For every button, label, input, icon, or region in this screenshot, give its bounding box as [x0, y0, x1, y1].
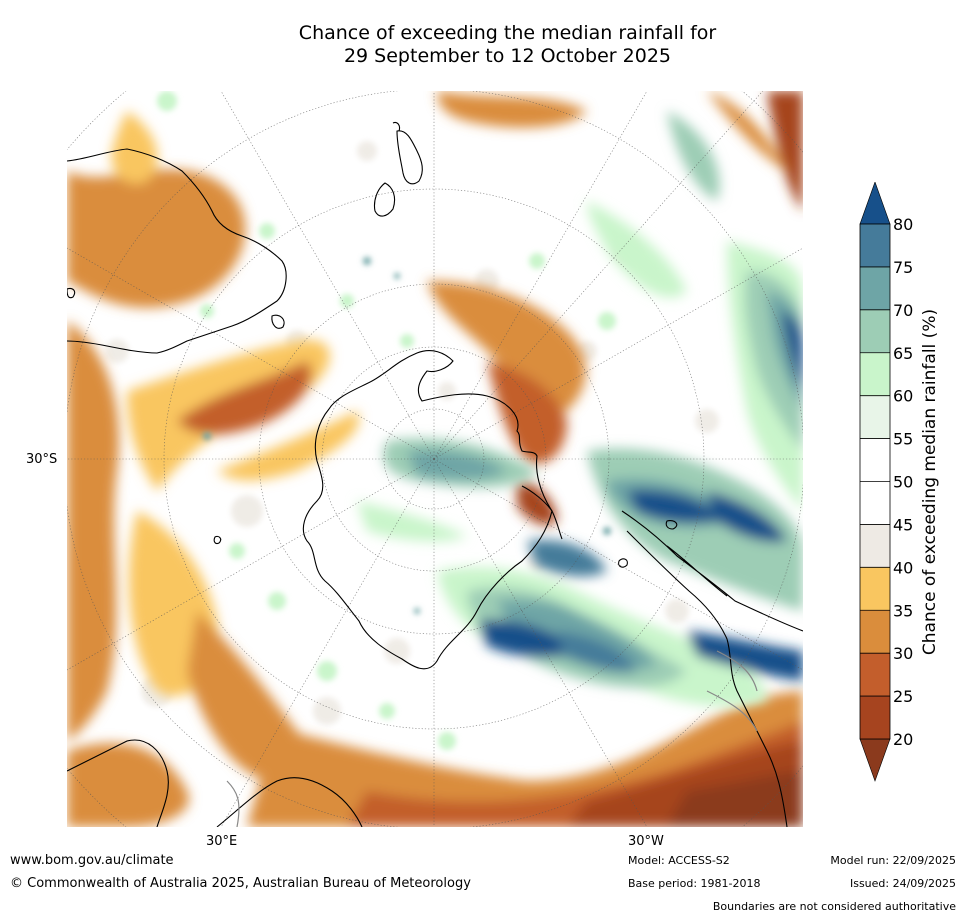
colorbar-ticks: 20 25 30 35 40 45 50 55 60 65 70 75 80	[860, 215, 913, 749]
footer-model-run: Model run: 22/09/2025	[830, 854, 956, 867]
colorbar-tick-label-70: 70	[893, 301, 913, 320]
footer-copyright: © Commonwealth of Australia 2025, Austra…	[10, 876, 471, 891]
colorbar-tick-label-30: 30	[893, 644, 913, 663]
colorbar-bin-50-55	[860, 438, 890, 482]
falkland-islands	[618, 558, 628, 568]
slightly-wet-speckle	[157, 91, 616, 750]
footer-issued: Issued: 24/09/2025	[849, 877, 956, 890]
colorbar-tick-label-60: 60	[893, 387, 913, 406]
isolated-wet-spots	[203, 257, 611, 614]
footer-url[interactable]: www.bom.gov.au/climate	[10, 853, 174, 868]
dry-anomalies	[67, 91, 803, 827]
footer-boundaries-note: Boundaries are not considered authoritat…	[712, 900, 956, 913]
colorbar-extend-low	[859, 738, 891, 782]
colorbar-tick-label-40: 40	[893, 558, 913, 577]
colorbar-tick-label-25: 25	[893, 687, 913, 706]
colorbar-tick-label-65: 65	[893, 344, 913, 363]
coastlines	[67, 121, 803, 827]
map-canvas	[67, 91, 803, 827]
colorbar-bin-75-80	[860, 224, 890, 267]
colorbar-bin-40-45	[860, 524, 890, 568]
map-title: Chance of exceeding the median rainfall …	[0, 22, 965, 68]
lon-label-30e: 30°E	[206, 834, 238, 849]
colorbar-bin-70-75	[860, 266, 890, 310]
colorbar-tick-label-45: 45	[893, 515, 913, 534]
antarctic-peninsula	[521, 485, 563, 540]
colorbar-tick-label-50: 50	[893, 473, 913, 492]
colorbar-bin-60-65	[860, 352, 890, 396]
footer-base-period: Base period: 1981-2018	[628, 877, 761, 890]
australia-coastline	[67, 148, 287, 354]
colorbar-bin-45-50	[860, 481, 890, 525]
colorbar-tick-label-55: 55	[893, 430, 913, 449]
south-georgia	[665, 520, 678, 530]
new-zealand-north-tip	[392, 121, 401, 132]
tasmania	[271, 314, 285, 329]
madagascar	[67, 287, 76, 299]
country-boundaries	[226, 650, 758, 827]
colorbar: 20 25 30 35 40 45 50 55 60 65 70 75 80	[859, 182, 913, 782]
colorbar-bin-55-60	[860, 395, 890, 439]
kerguelen-island	[213, 535, 222, 545]
colorbar-extend-high	[859, 182, 891, 225]
colorbar-label: Chance of exceeding median rainfall (%)	[920, 308, 940, 656]
africa-coastline	[67, 739, 363, 827]
lat-label-30s: 30°S	[26, 452, 58, 467]
title-line-1: Chance of exceeding the median rainfall …	[298, 22, 717, 44]
colorbar-tick-label-75: 75	[893, 258, 913, 277]
new-zealand-north-island	[396, 130, 423, 185]
colorbar-bin-25-30	[860, 653, 890, 697]
new-zealand-south-island	[373, 182, 396, 217]
colorbar-bin-65-70	[860, 309, 890, 353]
colorbar-tick-label-80: 80	[893, 215, 913, 234]
colorbar-tick-label-35: 35	[893, 601, 913, 620]
colorbar-swatches	[859, 182, 891, 782]
south-america-coastline	[621, 510, 803, 827]
colorbar-bin-30-35	[860, 610, 890, 654]
title-line-2: 29 September to 12 October 2025	[343, 45, 672, 67]
graticule	[67, 91, 803, 827]
footer-model: Model: ACCESS-S2	[628, 854, 730, 867]
antarctica-coastline	[302, 350, 553, 670]
colorbar-tick-label-20: 20	[893, 730, 913, 749]
rainfall-probability-map[interactable]	[67, 91, 803, 827]
wet-anomalies	[357, 111, 803, 707]
colorbar-bin-20-25	[860, 696, 890, 739]
lon-label-30w: 30°W	[628, 834, 664, 849]
colorbar-bin-35-40	[860, 567, 890, 611]
